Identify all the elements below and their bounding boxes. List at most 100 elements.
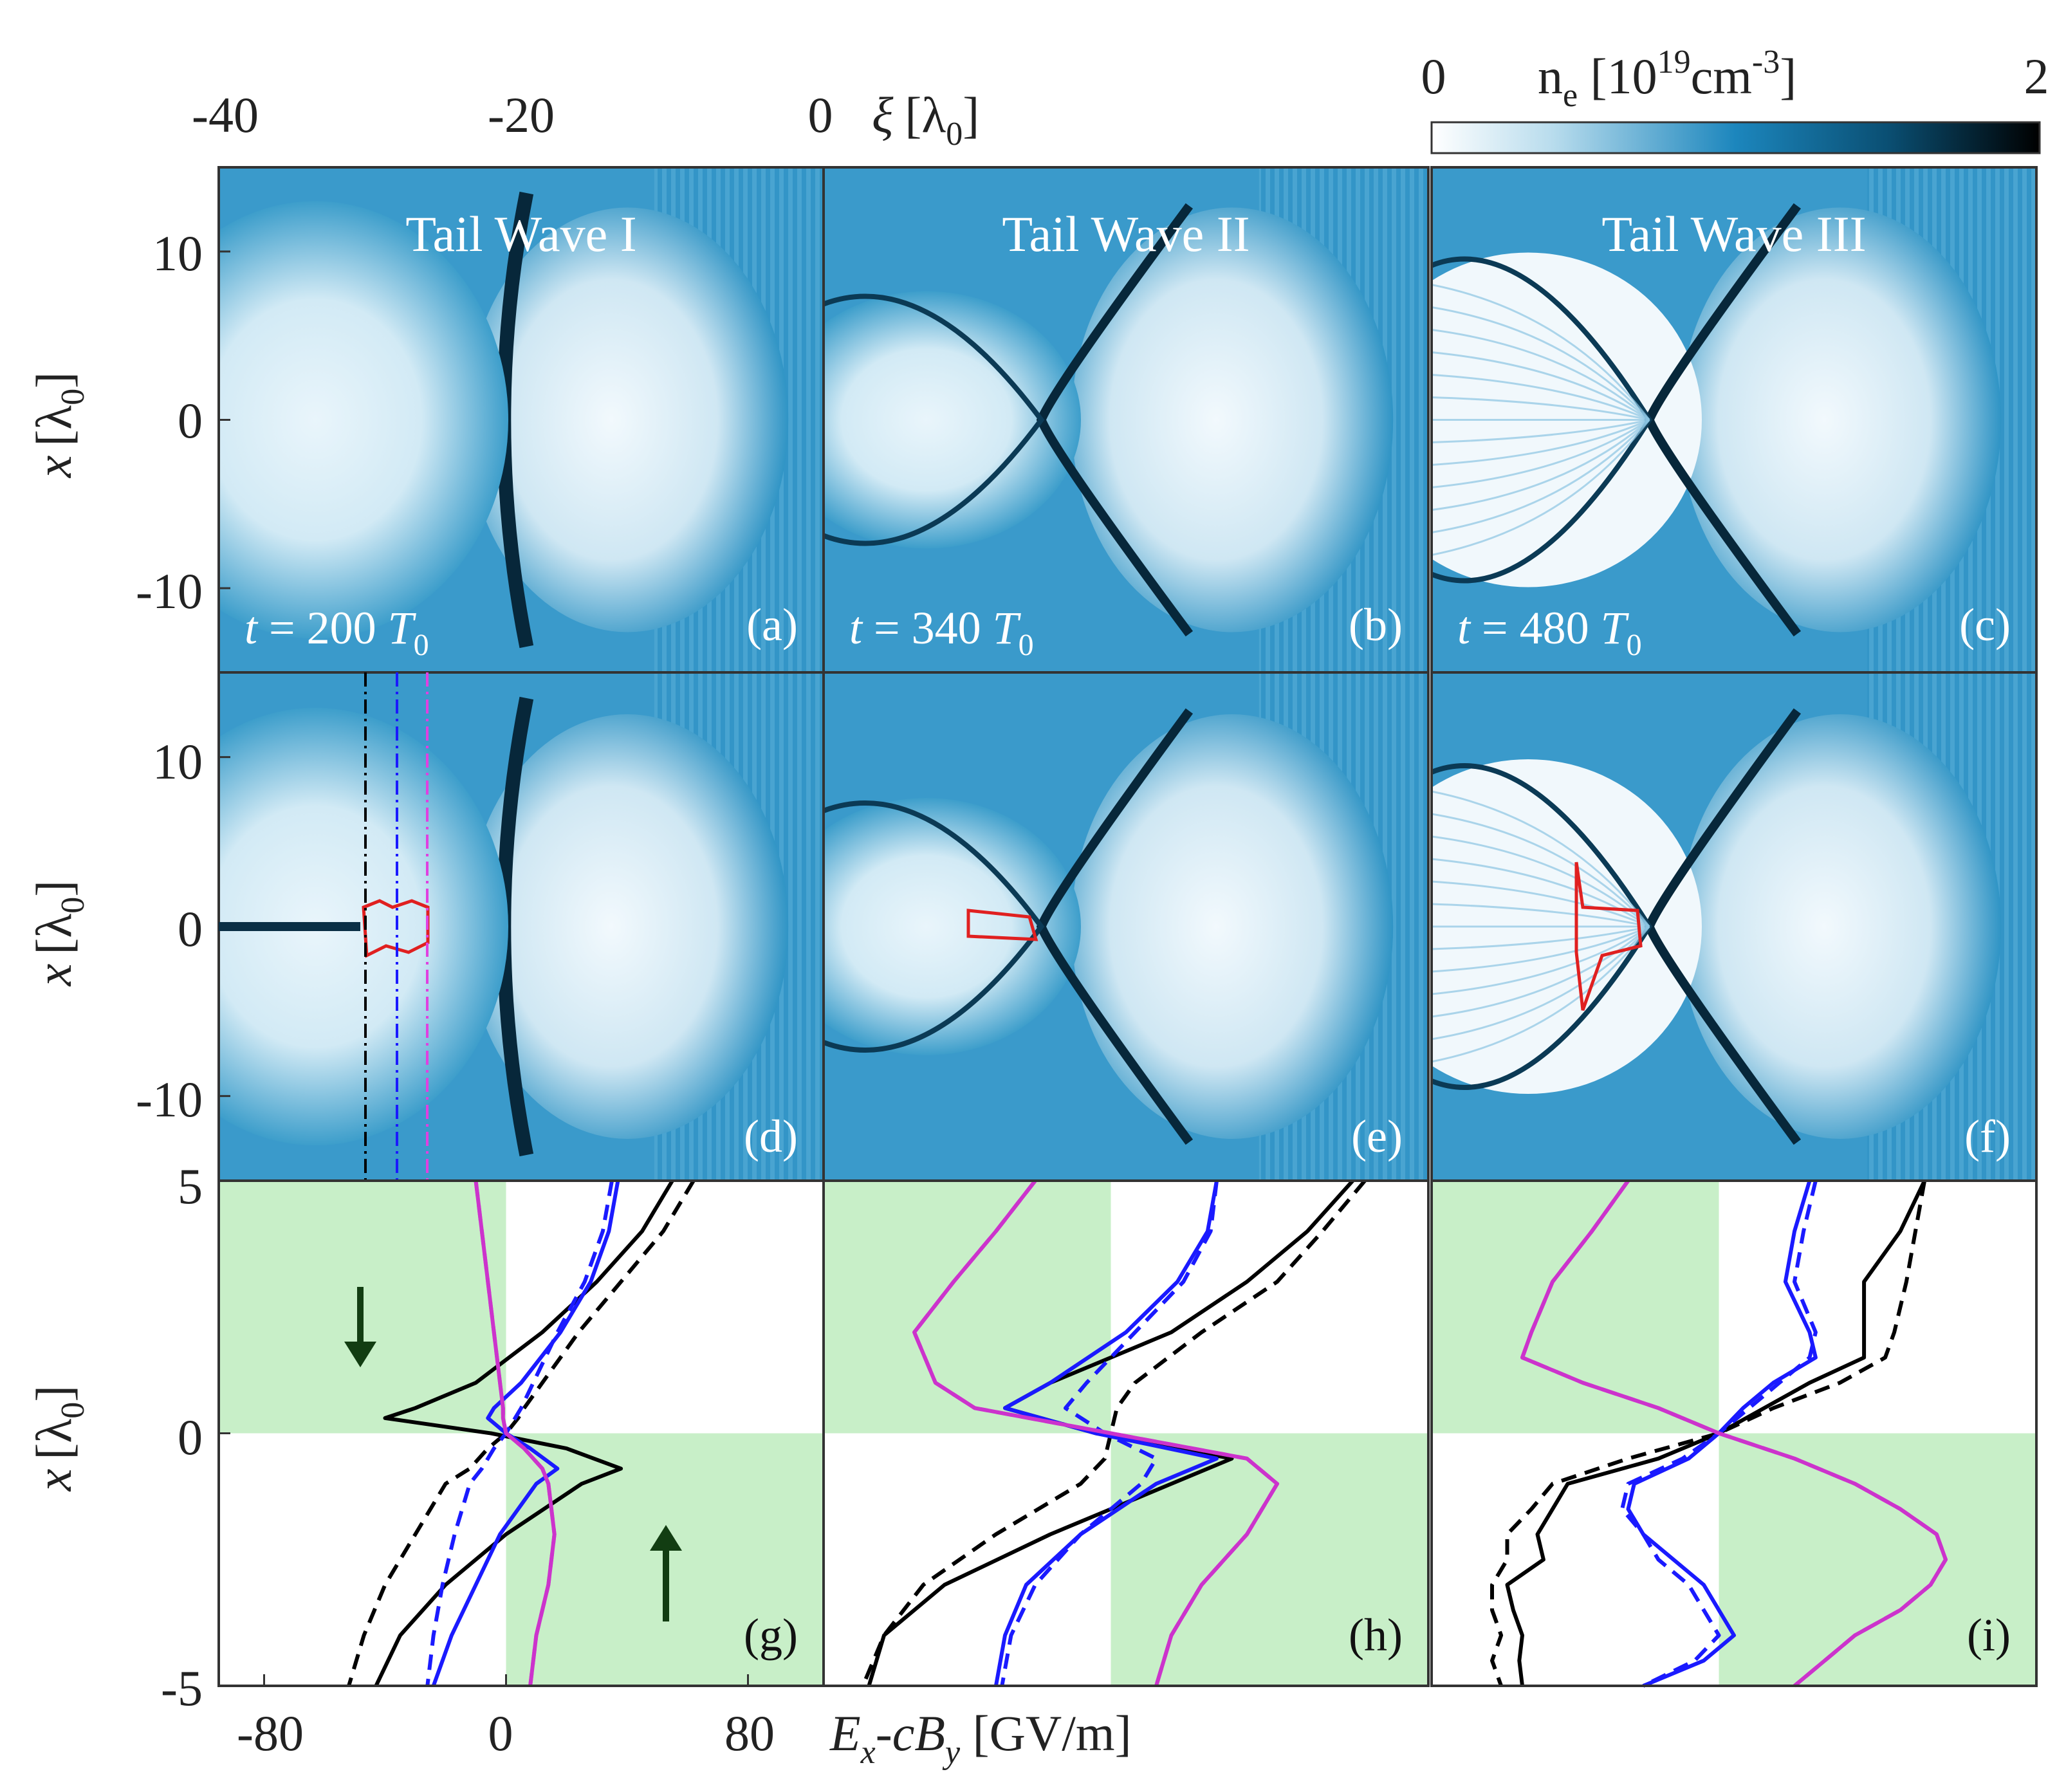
- panels: Tail Wave I t = 200 T0 (a) Tail Wave II t = …: [217, 166, 2038, 1688]
- filament: [1432, 284, 1650, 421]
- y-axis-title-mid: x[λ0]: [26, 880, 91, 986]
- colorbar: 0 2 ne [1019cm-3]: [1421, 44, 2049, 154]
- wake-bubble-front: [1679, 714, 2002, 1139]
- x-tick-label: 80: [724, 1705, 775, 1761]
- density-panel: [1430, 166, 2038, 674]
- panel-title: Tail Wave III: [1601, 206, 1866, 262]
- profile-magenta-solid: [474, 1180, 557, 1686]
- shaded-quadrant: [824, 1181, 1111, 1434]
- filament: [1432, 419, 1650, 511]
- wake-bubble-front: [1071, 207, 1394, 633]
- profile-black-solid: [1505, 1179, 1926, 1686]
- filament: [1432, 880, 1650, 928]
- top-tick-label: -40: [192, 87, 259, 143]
- y-tick-label: 5: [178, 1158, 203, 1214]
- filament: [1432, 396, 1650, 421]
- filament: [1432, 925, 1650, 995]
- filament: [1432, 419, 1650, 556]
- profile-black-dashed: [861, 1179, 1367, 1687]
- filament: [1432, 419, 1650, 443]
- electron-bunch-contour: [966, 909, 1038, 941]
- density-panel: [1430, 671, 2038, 1182]
- wake-bubble-rear: [824, 291, 1081, 549]
- field-panel: (i): [1430, 1179, 2038, 1688]
- field-panel: (g): [217, 1179, 825, 1687]
- x-tick-label: 0: [488, 1705, 513, 1761]
- profile-magenta-solid: [1520, 1179, 1948, 1688]
- density-panel: [822, 671, 1430, 1182]
- y-tick-label: 0: [178, 1409, 203, 1465]
- filament: [1432, 419, 1650, 488]
- filament: [1432, 419, 1650, 533]
- top-axis: -40 -20 0 ξ [λ0]: [192, 87, 979, 152]
- panel-tag: (b): [1349, 599, 1403, 651]
- y-tick-label: 10: [152, 734, 203, 790]
- shaded-quadrant: [1432, 1181, 1719, 1434]
- wake-bubble-front: [1679, 207, 2002, 633]
- colorbar-max-label: 2: [2024, 48, 2049, 104]
- panel-time-label: t = 340 T0: [849, 602, 1034, 662]
- rear-bubble-rim: [824, 800, 1045, 1053]
- colorbar-min-label: 0: [1421, 48, 1446, 104]
- density-panel: [822, 166, 1430, 674]
- profile-black-dashed: [347, 1179, 696, 1686]
- filament: [1432, 925, 1650, 950]
- panel-tag: (d): [744, 1111, 798, 1162]
- filament: [1432, 903, 1650, 928]
- panel-tag: (f): [1964, 1111, 2011, 1162]
- panel-tag: (e): [1351, 1111, 1403, 1162]
- y-axis-title-bottom: x[λ0]: [26, 1385, 91, 1492]
- wake-bubble-front: [1071, 714, 1394, 1139]
- y-tick-label: 0: [178, 901, 203, 957]
- wake-bubble-rear: [219, 201, 508, 639]
- panel-frame: [1430, 1179, 2038, 1687]
- top-tick-label: -20: [488, 87, 555, 143]
- top-axis-title: ξ [λ0]: [872, 87, 979, 152]
- panel-tag: (g): [744, 1609, 798, 1661]
- filament: [1432, 790, 1650, 927]
- filament: [1432, 925, 1650, 973]
- wake-bubble-rear: [824, 798, 1081, 1055]
- arrow-up-head: [650, 1525, 682, 1551]
- panel-tag: (c): [1959, 599, 2011, 651]
- filament: [1432, 329, 1650, 421]
- y-axis-title-top: x[λ0]: [26, 372, 91, 478]
- wake-bubble-front: [466, 207, 789, 633]
- colorbar-title: ne [1019cm-3]: [1538, 44, 1796, 114]
- y-tick-label: -10: [136, 1071, 203, 1127]
- panel-title: Tail Wave I: [405, 206, 636, 262]
- x-tick-label: -80: [237, 1705, 304, 1761]
- y-tick-label: -10: [136, 563, 203, 619]
- wake-bubble-front: [466, 714, 789, 1139]
- profile-blue-dashed: [1620, 1180, 1818, 1688]
- colorbar-gradient: [1430, 121, 2041, 154]
- filament: [1432, 858, 1650, 928]
- filament: [1432, 813, 1650, 928]
- filament: [1432, 419, 1650, 466]
- filament: [1432, 925, 1650, 1018]
- profile-blue-solid: [993, 1180, 1219, 1686]
- left-axis: x[λ0] x[λ0] x[λ0] 10 0 -10 10 0 -10 5 0 …: [26, 225, 203, 1716]
- y-tick-label: 10: [152, 225, 203, 281]
- electron-bunch-contour: [1574, 862, 1643, 1011]
- bottom-axis: -80 0 80 Ex-cBy [GV/m]: [237, 1705, 1132, 1771]
- shaded-quadrant: [1719, 1433, 2036, 1686]
- rear-bubble-rim: [824, 293, 1045, 546]
- filament: [1432, 306, 1650, 421]
- profile-magenta-solid: [912, 1179, 1279, 1686]
- profile-blue-solid: [1626, 1180, 1818, 1688]
- field-panel: (h): [822, 1179, 1430, 1687]
- y-tick-label: 0: [178, 393, 203, 448]
- filament: [1432, 351, 1650, 421]
- panel-tag: (i): [1967, 1609, 2011, 1661]
- profile-black-dashed: [1490, 1180, 1927, 1687]
- density-panel: [217, 166, 825, 674]
- panel-tag: (a): [746, 599, 798, 651]
- panel-frame: [822, 1179, 1430, 1687]
- panel-tag: (h): [1349, 1609, 1403, 1661]
- panel-title: Tail Wave II: [1002, 206, 1250, 262]
- filament: [1432, 374, 1650, 421]
- panel-time-label: t = 480 T0: [1457, 602, 1642, 662]
- x-axis-title: Ex-cBy [GV/m]: [829, 1705, 1132, 1771]
